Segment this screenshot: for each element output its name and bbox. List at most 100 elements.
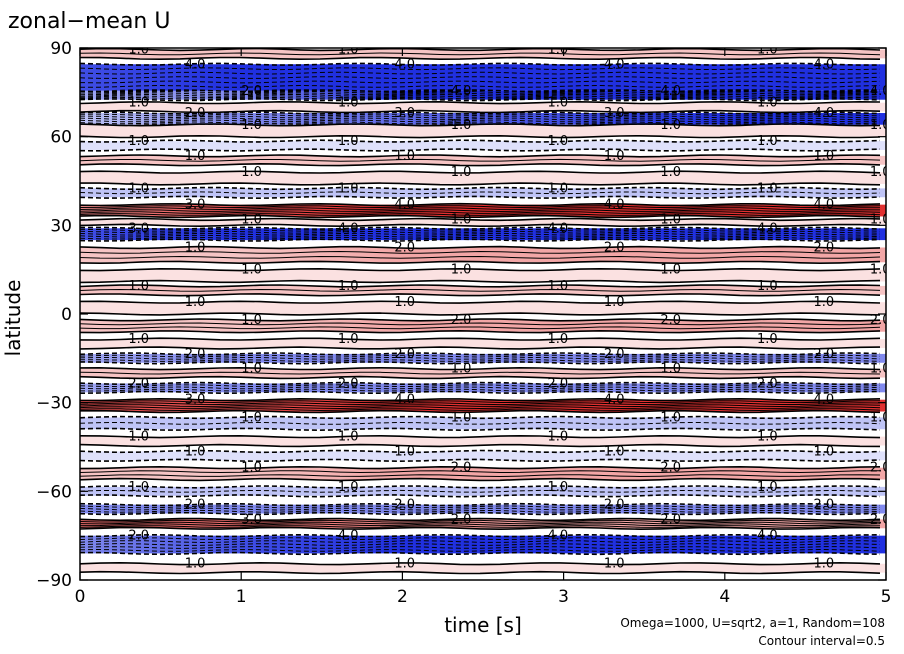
- contour-line: [80, 255, 881, 259]
- contour-label: 1.0: [128, 332, 149, 347]
- contour-line: [80, 434, 881, 439]
- contour-line: [80, 546, 881, 549]
- contour-line: [80, 186, 881, 191]
- contour-label: 1.0: [547, 430, 568, 445]
- contour-label: 4.0: [394, 198, 415, 213]
- contour-line: [80, 384, 881, 388]
- contour-line: [80, 356, 881, 360]
- contour-label: 2.0: [660, 512, 681, 527]
- contour-label: 4.0: [813, 106, 834, 121]
- contour-label: 1.0: [338, 480, 359, 495]
- contour-label: 1.0: [338, 96, 359, 111]
- contour-label: 1.0: [870, 118, 891, 133]
- contour-line: [80, 67, 881, 71]
- contour-label: 4.0: [394, 57, 415, 72]
- value-band: [80, 269, 886, 282]
- contour-label: 1.0: [338, 42, 359, 57]
- value-band: [80, 188, 886, 198]
- contour-line: [80, 400, 881, 404]
- contour-label: 1.0: [870, 165, 891, 180]
- contour-line: [80, 404, 881, 408]
- contour-label: 4.0: [757, 529, 778, 544]
- contour-label: 1.0: [185, 149, 206, 164]
- contour-label: 1.0: [451, 410, 472, 425]
- contour-line: [80, 390, 881, 395]
- contour-label: 1.0: [394, 444, 415, 459]
- contour-line: [80, 386, 881, 390]
- x-axis: 0 1 2 3 4 5: [75, 48, 891, 607]
- contour-line: [80, 540, 881, 544]
- contour-line: [80, 228, 881, 232]
- contour-line: [80, 48, 881, 52]
- contour-line: [80, 548, 881, 552]
- value-band: [80, 451, 886, 461]
- value-band: [80, 141, 886, 150]
- contour-label: 4.0: [813, 393, 834, 408]
- contour-label: 1.0: [870, 362, 891, 377]
- chart-title: zonal−mean U: [8, 9, 170, 34]
- contour-label: 1.0: [870, 263, 891, 278]
- value-band: [80, 383, 886, 393]
- contour-line: [80, 214, 881, 219]
- contour-line: [80, 519, 881, 523]
- contour-line: [80, 359, 881, 362]
- contour-line: [80, 134, 881, 139]
- contour-line: [80, 100, 881, 105]
- contour-label: 1.0: [660, 263, 681, 278]
- contour-label: 1.0: [604, 444, 625, 459]
- x-tick-label: 1: [236, 587, 247, 607]
- contour-label: 1.0: [547, 332, 568, 347]
- contour-line: [80, 191, 881, 195]
- y-tick-label: −90: [36, 571, 72, 591]
- contour-line: [80, 361, 881, 365]
- x-tick-label: 3: [558, 587, 569, 607]
- contour-line: [80, 71, 881, 75]
- contour-label: 1.0: [813, 149, 834, 164]
- contour-line: [80, 526, 881, 531]
- contour-line: [80, 76, 881, 80]
- contour-line: [80, 115, 881, 119]
- contour-label: 1.0: [451, 165, 472, 180]
- contour-label: 2.0: [660, 461, 681, 476]
- contour-line: [80, 551, 881, 556]
- contour-label: 3.0: [394, 106, 415, 121]
- contour-line: [80, 288, 881, 292]
- contour-label: 1.0: [128, 480, 149, 495]
- contour-label: 1.0: [870, 410, 891, 425]
- contour-label: 1.0: [241, 263, 262, 278]
- contour-line: [80, 449, 881, 454]
- contour-label: 1.0: [660, 118, 681, 133]
- contour-label: 1.0: [547, 96, 568, 111]
- value-band: [80, 339, 886, 348]
- contour-line: [80, 213, 881, 216]
- contour-label: 4.0: [813, 57, 834, 72]
- contour-label: 2.0: [128, 529, 149, 544]
- contour-line: [80, 230, 881, 234]
- y-tick-label: −30: [36, 394, 72, 414]
- contour-label: 1.0: [757, 332, 778, 347]
- contour-label: 2.0: [241, 84, 262, 99]
- contour-line: [80, 97, 881, 102]
- contour-line: [80, 409, 881, 414]
- contour-label: 4.0: [338, 221, 359, 236]
- contour-line: [80, 154, 881, 158]
- contour-label: 1.0: [241, 313, 262, 328]
- contour-label: 2.0: [757, 376, 778, 391]
- contour-line: [80, 113, 881, 117]
- contour-line: [80, 352, 881, 356]
- contour-label: 2.0: [394, 347, 415, 362]
- contour-line: [80, 511, 881, 516]
- contour-line: [80, 537, 881, 541]
- contour-label: 1.0: [185, 557, 206, 572]
- contour-line: [80, 279, 881, 284]
- contour-line: [80, 505, 881, 509]
- contour-line: [80, 284, 881, 288]
- contour-line: [80, 56, 881, 61]
- contour-label: 1.0: [547, 279, 568, 294]
- x-tick-label: 0: [75, 587, 86, 607]
- y-axis: 90 60 30 0 −30 −60 −90: [36, 39, 886, 591]
- contour-label: 2.0: [185, 347, 206, 362]
- contour-label: 2.0: [660, 313, 681, 328]
- contour-line: [80, 300, 881, 304]
